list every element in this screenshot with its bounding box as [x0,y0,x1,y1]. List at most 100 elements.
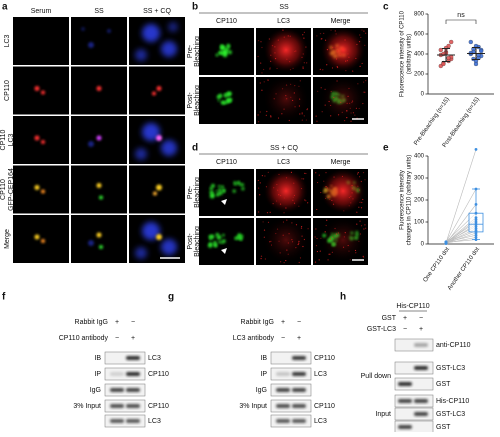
haze [321,77,365,121]
band-label: His-CP110 [436,398,469,405]
speckle [365,80,367,82]
speckle [261,89,263,91]
speckle [283,197,285,199]
speckle [275,200,278,202]
speckle [326,49,329,51]
speckle [272,203,274,205]
speckle [358,206,360,208]
pair-line [445,232,477,244]
speckle [326,64,328,66]
row-label: Pull down [361,373,391,380]
speckle [348,87,350,90]
speckle [261,175,264,177]
panel-letter: a [2,2,8,13]
row-label: Bleaching [194,177,201,208]
speckle [273,187,275,189]
speckle [348,250,350,252]
signal-spot [233,182,237,186]
signal-spot [88,141,94,147]
speckle [300,187,303,190]
row-label: Merge [4,229,11,249]
signal-spot [227,50,232,55]
signal-spot [207,243,213,248]
speckle [303,62,305,64]
speckle [283,47,285,49]
speckle [305,172,307,175]
column-label: Merge [331,159,351,166]
speckle [362,91,365,93]
band-label: LC3 [148,418,161,425]
signal-spot [218,93,223,98]
speckle [363,30,365,32]
speckle [350,195,352,197]
data-point [474,216,478,220]
speckle [293,50,296,53]
signal-spot [234,237,237,240]
signal-spot [96,135,102,141]
signal-spot [220,45,226,50]
band [110,419,124,423]
speckle [328,253,330,255]
speckle [298,85,300,87]
signal-spot [34,135,40,141]
speckle [259,111,261,113]
band-label: CP110 [148,371,169,378]
haze [321,28,365,72]
speckle [283,212,285,214]
speckle [331,67,334,69]
speckle [276,228,279,230]
band [110,388,124,392]
speckle [288,119,290,122]
band-label: GST-LC3 [436,411,465,418]
panel-letter: f [2,292,6,303]
speckle [316,35,318,37]
speckle [354,114,356,116]
speckle [279,203,282,205]
speckle [352,198,354,200]
speckle [303,115,305,117]
signal-spot [241,187,245,191]
speckle [257,55,259,58]
speckle [291,239,293,241]
speckle [301,235,303,237]
panel-title: SS [279,4,289,11]
band [110,372,124,376]
data-point [438,47,443,53]
band [126,404,140,408]
panel-letter: d [192,143,198,154]
band-label: LC3 [314,418,327,425]
signal-spot [232,189,236,193]
speckle [317,181,319,184]
data-point [446,55,451,61]
speckle [302,67,304,69]
speckle [331,251,333,253]
speckle [320,87,322,89]
band [398,425,412,429]
speckle [288,233,290,235]
signal-spot [135,247,147,259]
condition-label: LC3 antibody [233,335,275,342]
band [126,372,140,376]
speckle [363,228,365,230]
speckle [347,53,349,55]
signal-spot [222,190,226,193]
blot-strip [104,383,146,397]
band [414,412,428,416]
signal-spot [99,245,103,249]
signal-spot [209,234,215,240]
column-label: SS [94,8,104,15]
row-label: Post- [187,233,194,250]
signal-spot [156,135,162,141]
band [292,356,306,360]
haze [321,169,365,213]
signal-spot [221,241,224,244]
signal-spot [81,27,85,31]
column-label: Serum [31,8,52,15]
pair-line [445,149,477,243]
speckle [302,66,304,68]
speckle [345,60,347,62]
speckle [325,172,327,174]
micrograph [71,165,127,214]
speckle [289,61,291,63]
speckle [320,191,322,194]
